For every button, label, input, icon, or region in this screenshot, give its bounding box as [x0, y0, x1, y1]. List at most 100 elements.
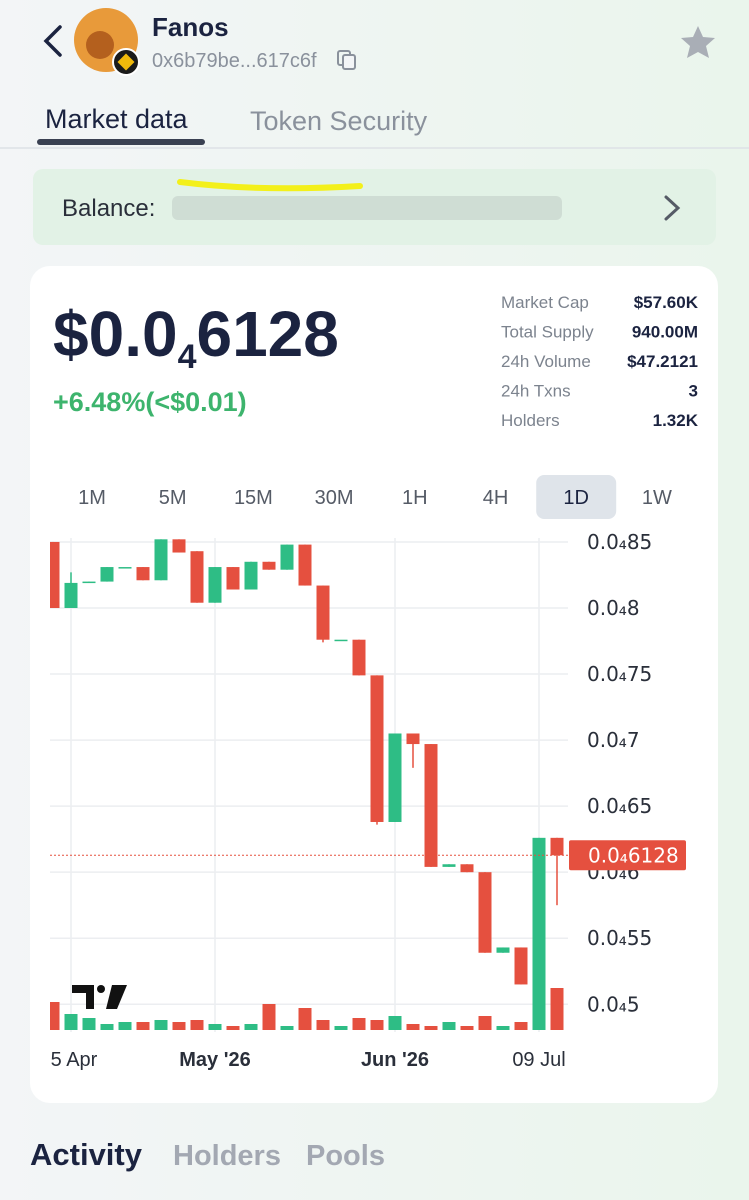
balance-blurred	[172, 196, 562, 220]
volume-bar	[442, 1022, 456, 1030]
tab-underline	[37, 139, 205, 145]
volume-bar	[352, 1018, 366, 1030]
candle-body	[334, 639, 348, 642]
highlight-mark	[177, 179, 363, 192]
volume-bar	[550, 988, 564, 1030]
volume-bar	[388, 1016, 402, 1030]
volume-bar	[496, 1026, 510, 1030]
volume-bar	[298, 1008, 312, 1030]
candle-body	[226, 567, 240, 590]
candle-body	[244, 561, 258, 590]
candle-body	[208, 567, 222, 603]
timeframe-button[interactable]: 5M	[159, 487, 187, 509]
balance-chevron	[664, 195, 681, 221]
volume-bar	[514, 1022, 528, 1030]
price-digits: 6128	[196, 298, 338, 370]
volume-bar	[424, 1026, 438, 1030]
back-button[interactable]	[43, 25, 62, 57]
volume-bar	[154, 1020, 168, 1030]
candle-body	[496, 947, 510, 953]
timeframe-button[interactable]: 1W	[642, 487, 672, 509]
volume-bar	[118, 1022, 132, 1030]
volume-bar	[280, 1026, 294, 1030]
volume-bar	[478, 1016, 492, 1030]
bottom-tab[interactable]: Holders	[173, 1140, 281, 1172]
candle-body	[424, 744, 438, 867]
timeframe-button[interactable]: 30M	[315, 487, 354, 509]
balance-label: Balance:	[62, 195, 155, 222]
last-price-tag	[569, 840, 686, 871]
candle-body	[298, 544, 312, 586]
candle-body	[514, 947, 528, 985]
stat-label: Holders	[501, 411, 560, 430]
price-subscript: 4	[178, 338, 197, 376]
candle-body	[118, 567, 132, 569]
candle-body	[136, 567, 150, 581]
volume-bar	[136, 1022, 150, 1030]
y-tick-label: 0.0₄5	[587, 992, 640, 1016]
volume-bar	[100, 1024, 114, 1030]
y-tick-label: 0.0₄75	[587, 662, 652, 686]
token-name: Fanos	[152, 12, 229, 42]
stat-label: 24h Volume	[501, 352, 591, 371]
stat-value: 1.32K	[653, 411, 699, 430]
x-tick-label: May '26	[179, 1049, 250, 1071]
candle-body	[50, 541, 60, 609]
stat-label: Market Cap	[501, 293, 589, 312]
candle-body	[82, 581, 96, 584]
tab[interactable]: Token Security	[250, 106, 428, 136]
candle-body	[172, 539, 186, 553]
volume-bar	[226, 1026, 240, 1030]
copy-icon[interactable]	[337, 50, 356, 70]
candle-body	[442, 864, 456, 867]
candle-body	[406, 733, 420, 745]
timeframe-selected-bg	[536, 475, 617, 519]
tab-active[interactable]: Market data	[45, 104, 189, 134]
timeframe-button[interactable]: 1M	[78, 487, 106, 509]
tradingview-logo	[72, 985, 127, 1009]
timeframe-button[interactable]: 4H	[483, 487, 509, 509]
stat-value: 940.00M	[632, 323, 698, 342]
favorite-star[interactable]	[681, 26, 715, 58]
timeframe-button[interactable]: 15M	[234, 487, 273, 509]
timeframe-button[interactable]: 1D	[563, 487, 589, 509]
token-address: 0x6b79be...617c6f	[152, 50, 317, 72]
last-price-label: 0.0₄6128	[588, 843, 679, 867]
candle-body	[280, 544, 294, 570]
candle-body	[154, 539, 168, 581]
price-prefix: $0.0	[53, 298, 178, 370]
candle-body	[370, 675, 384, 822]
y-tick-label: 0.0₄85	[587, 530, 652, 554]
price-change: +6.48%(<$0.01)	[53, 387, 247, 417]
volume-bar	[50, 1002, 60, 1030]
stat-value: 3	[689, 382, 698, 401]
candle-body	[550, 837, 564, 856]
candle-body	[460, 864, 474, 873]
volume-bar	[316, 1020, 330, 1030]
y-tick-label: 0.0₄65	[587, 794, 652, 818]
candle-body	[352, 639, 366, 676]
candle-body	[316, 585, 330, 640]
timeframe-button[interactable]: 1H	[402, 487, 428, 509]
y-tick-label: 0.0₄7	[587, 728, 640, 752]
volume-bar	[262, 1004, 276, 1030]
volume-bar	[82, 1018, 96, 1030]
volume-bar	[64, 1014, 78, 1030]
bottom-tab[interactable]: Pools	[306, 1140, 385, 1172]
avatar-detail	[86, 31, 114, 59]
x-tick-label: Jun '26	[361, 1049, 429, 1071]
stat-label: Total Supply	[501, 323, 594, 342]
volume-bar	[532, 982, 546, 1030]
bottom-tab-active[interactable]: Activity	[30, 1137, 143, 1172]
volume-bar	[370, 1020, 384, 1030]
x-tick-label: 5 Apr	[51, 1049, 98, 1071]
volume-bar	[244, 1024, 258, 1030]
x-tick-label: 09 Jul	[512, 1049, 565, 1071]
volume-bar	[208, 1024, 222, 1030]
candle-body	[532, 837, 546, 985]
volume-bar	[334, 1026, 348, 1030]
stat-value: $57.60K	[634, 293, 699, 312]
candle-body	[262, 561, 276, 570]
candle-body	[190, 551, 204, 603]
volume-bar	[172, 1022, 186, 1030]
